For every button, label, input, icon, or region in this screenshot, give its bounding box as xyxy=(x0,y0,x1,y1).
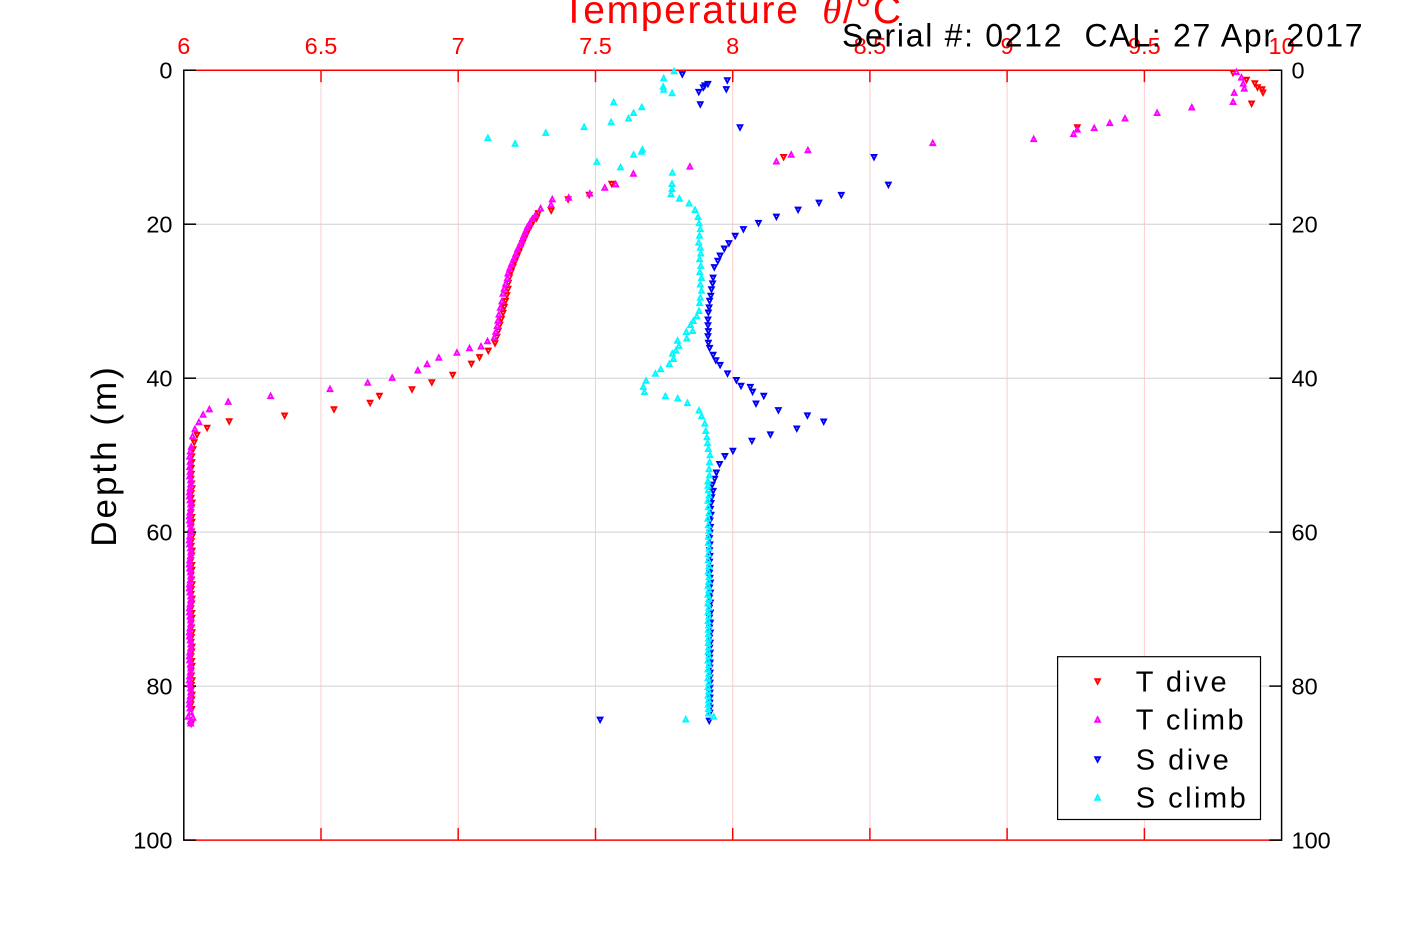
svg-text:Depth (m): Depth (m) xyxy=(85,364,124,547)
svg-text:S climb: S climb xyxy=(1136,783,1249,815)
svg-text:8.5: 8.5 xyxy=(854,33,887,59)
svg-text:6.5: 6.5 xyxy=(305,33,338,59)
svg-text:100: 100 xyxy=(133,827,172,853)
svg-text:S dive: S dive xyxy=(1136,745,1232,777)
svg-text:T dive: T dive xyxy=(1136,667,1229,699)
svg-text:40: 40 xyxy=(1292,365,1318,391)
svg-text:20: 20 xyxy=(1292,211,1318,237)
svg-text:0: 0 xyxy=(159,57,172,83)
svg-text:100: 100 xyxy=(1292,827,1331,853)
svg-text:8: 8 xyxy=(726,33,739,59)
svg-text:60: 60 xyxy=(146,519,172,545)
svg-text:60: 60 xyxy=(1292,519,1318,545)
svg-text:T climb: T climb xyxy=(1136,705,1246,737)
svg-text:7.5: 7.5 xyxy=(579,33,612,59)
svg-text:Serial #: 0212 CAL: 27 Apr 20: Serial #: 0212 CAL: 27 Apr 2017 xyxy=(842,18,1364,54)
svg-text:9.5: 9.5 xyxy=(1128,33,1161,59)
svg-text:0: 0 xyxy=(1292,57,1305,83)
svg-text:7: 7 xyxy=(452,33,465,59)
svg-text:80: 80 xyxy=(1292,673,1318,699)
svg-text:6: 6 xyxy=(177,33,190,59)
svg-text:10: 10 xyxy=(1269,33,1295,59)
svg-text:Temperature θ/°C: Temperature θ/°C xyxy=(562,0,903,32)
svg-text:20: 20 xyxy=(146,211,172,237)
svg-text:9: 9 xyxy=(1001,33,1014,59)
svg-text:80: 80 xyxy=(146,673,172,699)
svg-text:40: 40 xyxy=(146,365,172,391)
